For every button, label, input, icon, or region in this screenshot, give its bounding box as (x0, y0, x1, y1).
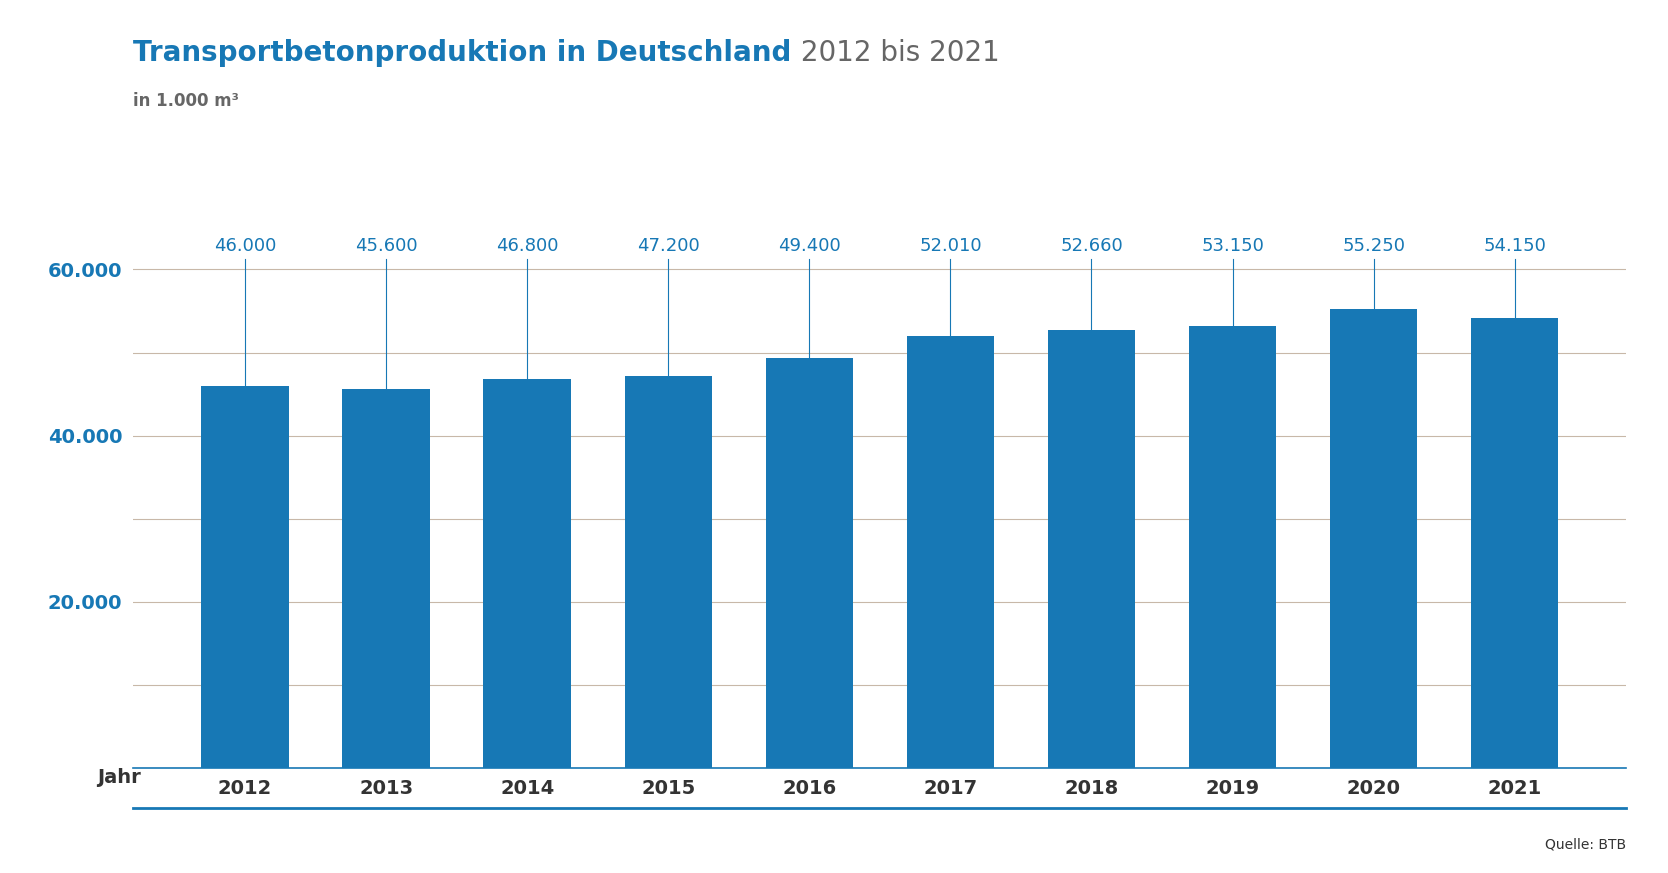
Text: 47.200: 47.200 (637, 237, 699, 255)
Text: 46.000: 46.000 (214, 237, 277, 255)
Bar (484, 379, 570, 768)
Text: 52.010: 52.010 (919, 237, 982, 255)
Text: 53.150: 53.150 (1201, 237, 1264, 255)
Bar (342, 389, 430, 768)
Bar (202, 386, 289, 768)
Text: 45.600: 45.600 (355, 237, 417, 255)
Bar (1471, 318, 1558, 768)
Bar (1189, 327, 1276, 768)
Text: 54.150: 54.150 (1483, 237, 1546, 255)
Bar (1329, 309, 1418, 768)
Text: Quelle: BTB: Quelle: BTB (1545, 837, 1626, 851)
Text: 2012 bis 2021: 2012 bis 2021 (792, 39, 999, 67)
Text: 52.660: 52.660 (1061, 237, 1123, 255)
Bar (624, 375, 712, 768)
Bar (1048, 330, 1136, 768)
Text: in 1.000 m³: in 1.000 m³ (133, 92, 239, 110)
Bar (907, 336, 994, 768)
Text: 49.400: 49.400 (777, 237, 841, 255)
Text: 46.800: 46.800 (495, 237, 559, 255)
Bar (766, 358, 852, 768)
Text: Jahr: Jahr (97, 768, 140, 787)
Text: 55.250: 55.250 (1343, 237, 1404, 255)
Text: Transportbetonproduktion in Deutschland: Transportbetonproduktion in Deutschland (133, 39, 792, 67)
